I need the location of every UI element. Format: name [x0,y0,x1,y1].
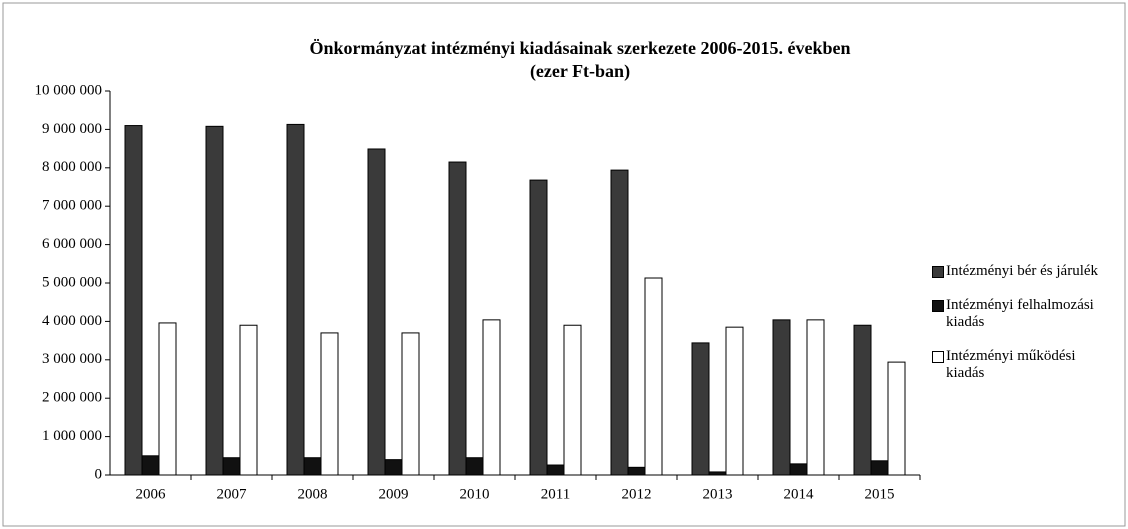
bar [465,457,484,476]
bar [401,332,420,476]
bar [205,125,224,476]
bar [286,123,305,476]
legend-label: Intézményi működési kiadás [946,348,1076,381]
y-tick-label: 1 000 000 [42,428,102,444]
x-tick-label: 2014 [784,486,815,502]
legend: Intézményi bér és járulék Intézményi felh… [932,263,1117,399]
x-tick-label: 2012 [622,486,652,502]
bar [303,457,322,476]
x-tick-label: 2008 [298,486,328,502]
y-tick-label: 9 000 000 [42,121,102,137]
bar [367,148,386,476]
legend-item: Intézményi működési kiadás [932,348,1117,382]
chart-title: Önkormányzat intézményi kiadásainak szer… [310,38,851,58]
bar [320,332,339,476]
legend-swatch [932,351,944,363]
y-tick-label: 5 000 000 [42,274,102,290]
legend-swatch [932,300,944,312]
bar [384,459,403,476]
bar [610,169,629,476]
bar [725,326,744,476]
bar [644,277,663,476]
legend-swatch [932,266,944,278]
bar [563,324,582,476]
bar [482,319,501,476]
y-tick-label: 8 000 000 [42,159,102,175]
legend-item: Intézményi bér és járulék [932,263,1117,280]
x-tick-label: 2013 [703,486,733,502]
y-tick-label: 4 000 000 [42,313,102,329]
x-tick-label: 2015 [865,486,895,502]
x-tick-label: 2009 [379,486,409,502]
x-tick-label: 2006 [136,486,167,502]
legend-item: Intézményi felhalmozási kiadás [932,297,1117,331]
y-tick-label: 3 000 000 [42,351,102,367]
legend-label: Intézményi felhalmozási kiadás [946,297,1094,330]
x-tick-label: 2010 [460,486,490,502]
y-tick-label: 6 000 000 [42,236,102,252]
bar [448,161,467,476]
bar [708,471,727,476]
y-tick-label: 7 000 000 [42,198,102,214]
bar [158,322,177,476]
bar [124,125,143,476]
y-tick-label: 2 000 000 [42,390,102,406]
bar [772,319,791,476]
bar [691,342,710,476]
bar [141,455,160,476]
bar [870,460,889,476]
bar [806,319,825,476]
y-tick-label: 10 000 000 [35,82,103,98]
bar [222,457,241,476]
bar [789,463,808,476]
bar [239,324,258,476]
bar [529,179,548,476]
bar [887,361,906,476]
legend-label: Intézményi bér és járulék [946,263,1099,279]
bar [853,324,872,476]
y-tick-label: 0 [95,466,103,482]
x-tick-label: 2007 [217,486,248,502]
x-tick-label: 2011 [541,486,570,502]
chart-subtitle: (ezer Ft-ban) [530,61,630,82]
bar [546,464,565,476]
bar [627,466,646,476]
